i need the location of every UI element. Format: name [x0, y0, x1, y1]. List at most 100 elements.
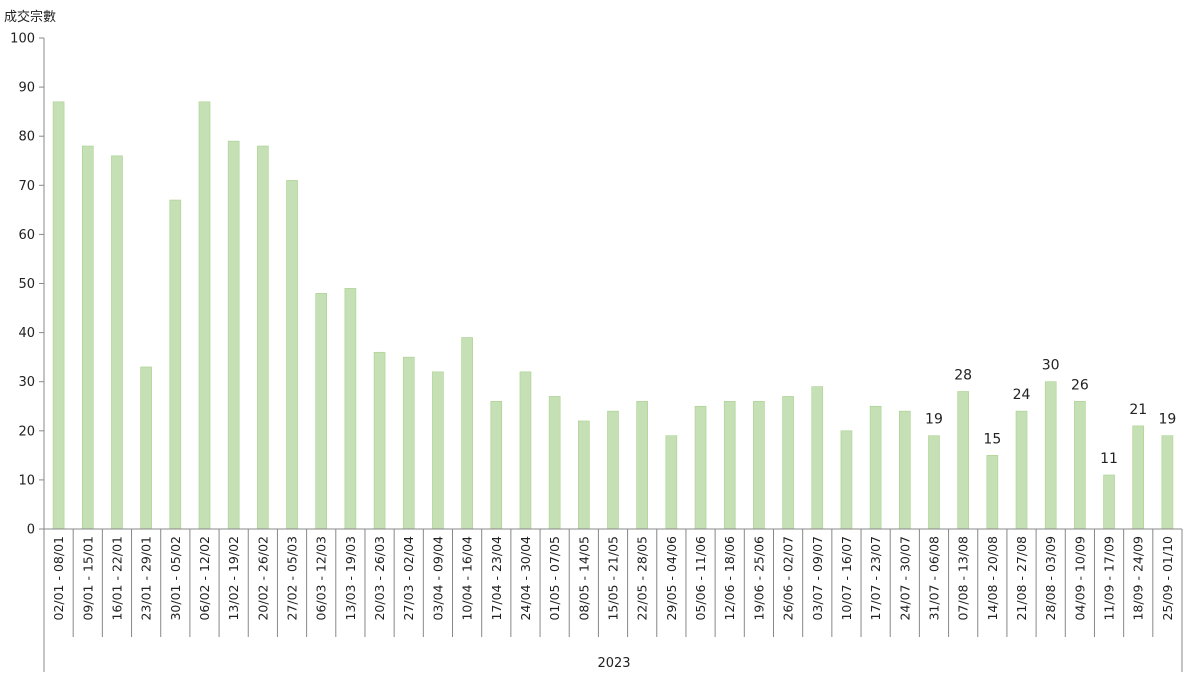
x-tick-label: 10/07 - 16/07 — [839, 536, 854, 621]
bar — [1103, 474, 1115, 530]
x-tick-label: 13/02 - 19/02 — [226, 536, 241, 621]
y-tick-label: 100 — [10, 32, 35, 47]
bar-value-label: 24 — [1013, 387, 1031, 403]
bars-group — [52, 101, 1174, 530]
bar — [227, 140, 240, 530]
bar-value-label: 19 — [925, 412, 943, 428]
bar — [1161, 435, 1174, 530]
x-tick-label: 29/05 - 04/06 — [664, 536, 679, 621]
bar — [1074, 401, 1086, 530]
bar — [811, 386, 824, 530]
x-tick-label: 28/08 - 03/09 — [1043, 536, 1058, 621]
x-tick-label: 17/07 - 23/07 — [868, 536, 883, 621]
x-tick-label: 01/05 - 07/05 — [547, 536, 562, 621]
x-tick-label: 10/04 - 16/04 — [460, 536, 475, 621]
y-tick-label: 80 — [18, 130, 35, 145]
bar — [1044, 381, 1057, 530]
bar — [636, 401, 648, 530]
bar — [869, 405, 882, 530]
x-tick-label: 27/02 - 05/03 — [285, 536, 300, 621]
x-tick-label: 19/06 - 25/06 — [751, 536, 766, 621]
y-tick-label: 0 — [27, 523, 35, 538]
bar — [898, 410, 911, 530]
bar — [665, 435, 678, 530]
x-tick-label: 03/04 - 09/04 — [430, 536, 445, 621]
bar-value-label: 28 — [954, 368, 972, 384]
bar-value-label: 11 — [1100, 451, 1118, 467]
x-tick-label: 20/02 - 26/02 — [255, 536, 270, 621]
y-tick-label: 90 — [18, 81, 35, 96]
x-tick-label: 07/08 - 13/08 — [956, 536, 971, 621]
x-tick-label: 05/06 - 11/06 — [693, 536, 708, 621]
bar — [957, 391, 969, 530]
x-tick-label: 06/03 - 12/03 — [314, 536, 329, 621]
data-labels-group: 19 28 15 24 30 26 11 21 19 — [925, 358, 1176, 467]
bar — [548, 396, 561, 530]
x-tick-label: 13/03 - 19/03 — [343, 536, 358, 621]
bar — [461, 337, 473, 530]
bar — [52, 101, 65, 530]
bar — [928, 435, 940, 530]
bar — [432, 371, 444, 530]
x-tick-label: 24/04 - 30/04 — [518, 536, 533, 621]
bar — [198, 101, 211, 530]
bar-value-label: 15 — [983, 431, 1001, 447]
bar — [1015, 410, 1028, 530]
x-tick-label: 23/01 - 29/01 — [139, 536, 154, 621]
bar — [694, 405, 707, 530]
x-tick-label: 12/06 - 18/06 — [722, 536, 737, 621]
x-tick-label: 15/05 - 21/05 — [606, 536, 621, 621]
x-tick-label: 30/01 - 05/02 — [168, 536, 183, 621]
bar — [373, 351, 386, 530]
bar — [723, 401, 736, 530]
bar — [140, 366, 152, 530]
bar — [986, 455, 999, 530]
bar — [257, 145, 269, 530]
y-tick-label: 60 — [18, 228, 35, 243]
x-tick-label: 11/09 - 17/09 — [1102, 536, 1117, 621]
y-tick-label: 50 — [18, 277, 35, 292]
bar-value-label: 21 — [1129, 402, 1147, 418]
y-axis: 0 10 20 30 40 50 60 70 80 90 100 — [10, 32, 45, 538]
x-axis: 02/01 - 08/01 09/01 - 15/01 16/01 - 22/01 2… — [43, 528, 1183, 672]
bar — [344, 288, 357, 530]
x-tick-label: 24/07 - 30/07 — [897, 536, 912, 621]
bar — [490, 401, 503, 530]
bar — [607, 410, 619, 530]
bar — [753, 401, 765, 530]
x-tick-label: 06/02 - 12/02 — [197, 536, 212, 621]
x-tick-label: 25/09 - 01/10 — [1160, 536, 1175, 621]
bar — [81, 145, 94, 530]
bar — [840, 430, 853, 530]
y-axis-title: 成交宗數 — [4, 9, 56, 25]
bar — [402, 356, 415, 530]
y-tick-label: 70 — [18, 179, 35, 194]
x-tick-label: 02/01 - 08/01 — [51, 536, 66, 621]
x-tick-label: 14/08 - 20/08 — [985, 536, 1000, 621]
x-group-label: 2023 — [597, 656, 630, 671]
bar — [1132, 425, 1145, 530]
y-tick-label: 40 — [18, 326, 35, 341]
bar-value-label: 19 — [1158, 412, 1176, 428]
bar-value-label: 30 — [1042, 358, 1060, 374]
y-tick-label: 30 — [18, 375, 35, 390]
x-tick-label: 16/01 - 22/01 — [109, 536, 124, 621]
bar — [578, 420, 590, 530]
x-tick-label: 31/07 - 06/08 — [926, 536, 941, 621]
x-tick-label: 18/09 - 24/09 — [1131, 536, 1146, 621]
x-tick-label: 17/04 - 23/04 — [489, 536, 504, 621]
x-tick-label: 04/09 - 10/09 — [1072, 536, 1087, 621]
bar — [782, 396, 794, 530]
x-tick-label: 09/01 - 15/01 — [80, 536, 95, 621]
y-tick-label: 10 — [18, 473, 35, 488]
x-tick-label: 08/05 - 14/05 — [576, 536, 591, 621]
bar — [315, 293, 328, 530]
x-tick-label: 27/03 - 02/04 — [401, 536, 416, 621]
bar — [286, 180, 298, 530]
x-tick-label: 20/03 - 26/03 — [372, 536, 387, 621]
x-tick-label: 21/08 - 27/08 — [1014, 536, 1029, 621]
bar — [519, 371, 532, 530]
x-tick-label: 22/05 - 28/05 — [635, 536, 650, 621]
bar-value-label: 26 — [1071, 377, 1089, 393]
